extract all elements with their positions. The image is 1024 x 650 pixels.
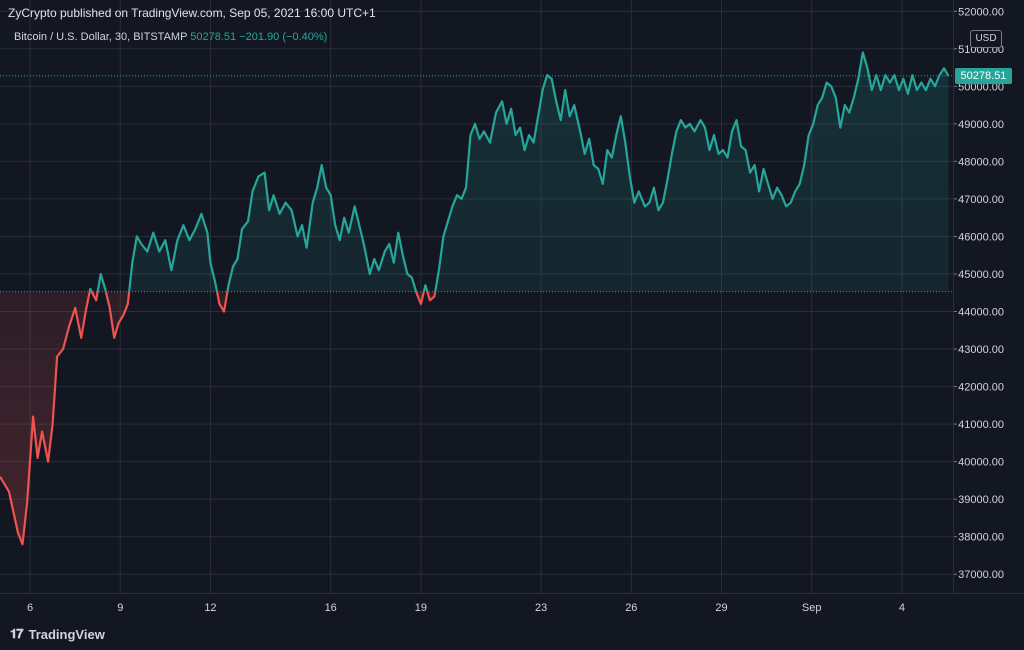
publish-info: ZyCrypto published on TradingView.com, S…	[8, 6, 376, 20]
price-tick-label: 44000.00	[958, 307, 1004, 319]
price-tick-label: 52000.00	[958, 6, 1004, 18]
brand-name: TradingView	[28, 626, 105, 642]
price-tick-label: 43000.00	[958, 344, 1004, 356]
price-tick-label: 40000.00	[958, 457, 1004, 469]
price-tick-label: 42000.00	[958, 382, 1004, 394]
time-tick-label: 9	[117, 602, 123, 614]
time-tick-label: Sep	[802, 602, 822, 614]
price-tick-label: 48000.00	[958, 156, 1004, 168]
time-tick-label: 19	[415, 602, 427, 614]
last-price-label: 50278.51	[955, 67, 1012, 84]
currency-button[interactable]: USD	[970, 30, 1002, 48]
price-tick-label: 39000.00	[958, 494, 1004, 506]
brand-footer[interactable]: 𝟏𝟕 TradingView	[10, 626, 105, 642]
price-tick-label: 45000.00	[958, 269, 1004, 281]
time-tick-label: 6	[27, 602, 33, 614]
price-tick-label: 37000.00	[958, 569, 1004, 581]
price-line-up	[88, 51, 950, 292]
time-tick-label: 26	[625, 602, 637, 614]
time-tick-label: 4	[899, 602, 905, 614]
price-tick-label: 46000.00	[958, 231, 1004, 243]
time-tick-label: 23	[535, 602, 547, 614]
legend-change: −201.90 (−0.40%)	[239, 31, 328, 43]
series-below-baseline	[0, 291, 437, 546]
symbol-name: Bitcoin / U.S. Dollar, 30, BITSTAMP	[14, 31, 188, 43]
area-fill-up	[0, 52, 949, 292]
series-above-baseline	[0, 51, 950, 292]
grid	[0, 0, 953, 593]
price-tick-label: 38000.00	[958, 532, 1004, 544]
price-tick-label: 50000.00	[958, 81, 1004, 93]
price-tick-label: 47000.00	[958, 194, 1004, 206]
price-series	[0, 51, 950, 546]
tradingview-logo-icon: 𝟏𝟕	[10, 626, 24, 641]
area-fill-down	[0, 291, 436, 545]
footer-bar	[0, 620, 1024, 650]
price-tick-label: 49000.00	[958, 119, 1004, 131]
time-tick-label: 12	[204, 602, 216, 614]
legend-last-price: 50278.51	[190, 31, 237, 43]
time-tick-label: 29	[715, 602, 727, 614]
time-tick-label: 16	[325, 602, 337, 614]
symbol-legend: Bitcoin / U.S. Dollar, 30, BITSTAMP 5027…	[14, 31, 327, 43]
price-tick-label: 41000.00	[958, 419, 1004, 431]
